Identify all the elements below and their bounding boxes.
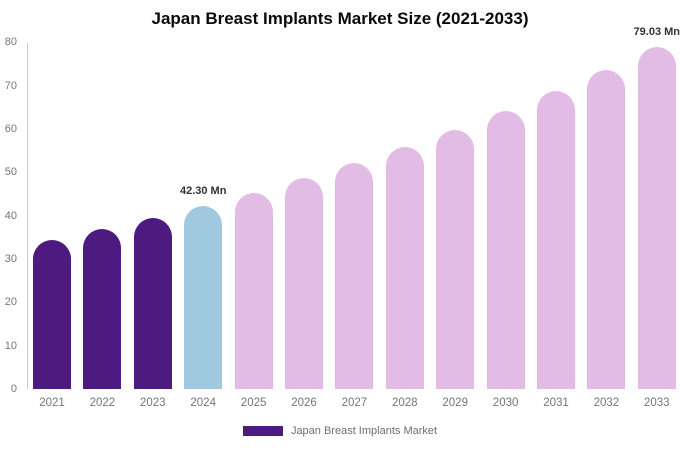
bar-2029	[436, 129, 475, 389]
x-tick-label-2024: 2024	[190, 397, 216, 409]
bar-2026	[285, 178, 323, 389]
y-tick-label: 10	[4, 339, 17, 352]
bar-2033	[637, 46, 676, 389]
bar-2022	[83, 229, 122, 389]
x-tick-label-2021: 2021	[39, 397, 65, 409]
bar-2021	[33, 240, 71, 389]
bar-2023	[133, 218, 172, 389]
x-tick-label-2028: 2028	[392, 397, 418, 409]
bar-2024	[184, 205, 223, 389]
bar-2027	[335, 163, 374, 389]
x-tick-label-2033: 2033	[644, 397, 670, 409]
y-axis-line	[27, 43, 28, 389]
y-tick-label: 60	[4, 123, 17, 135]
legend: Japan Breast Implants Market	[0, 425, 680, 437]
x-tick-label-2031: 2031	[543, 397, 569, 409]
y-tick-label: 50	[4, 166, 17, 179]
x-tick-label-2022: 2022	[89, 397, 116, 409]
chart-title: Japan Breast Implants Market Size (2021-…	[151, 9, 529, 28]
legend-label: Japan Breast Implants Market	[290, 425, 438, 437]
x-tick-label-2032: 2032	[593, 397, 620, 409]
value-annotation-2033: 79.03 Mn	[633, 25, 680, 38]
x-tick-label-2025: 2025	[240, 397, 267, 409]
y-tick-label: 70	[4, 79, 17, 92]
y-tick-label: 0	[10, 383, 17, 395]
x-tick-label-2026: 2026	[291, 397, 317, 409]
bar-2025	[234, 192, 273, 389]
x-tick-label-2023: 2023	[140, 397, 166, 409]
bar-2028	[385, 146, 424, 389]
y-tick-label: 20	[4, 296, 17, 309]
y-tick-label: 80	[4, 36, 17, 49]
bar-2032	[587, 69, 626, 389]
bar-2031	[537, 90, 575, 389]
bar-2030	[486, 110, 525, 389]
x-tick-label-2029: 2029	[442, 397, 468, 409]
y-tick-label: 40	[4, 209, 17, 222]
x-tick-label-2030: 2030	[492, 397, 519, 409]
x-tick-label-2027: 2027	[341, 397, 368, 409]
legend-swatch	[242, 426, 283, 436]
value-annotation-2024: 42.30 Mn	[179, 184, 227, 197]
y-tick-label: 30	[4, 253, 17, 265]
